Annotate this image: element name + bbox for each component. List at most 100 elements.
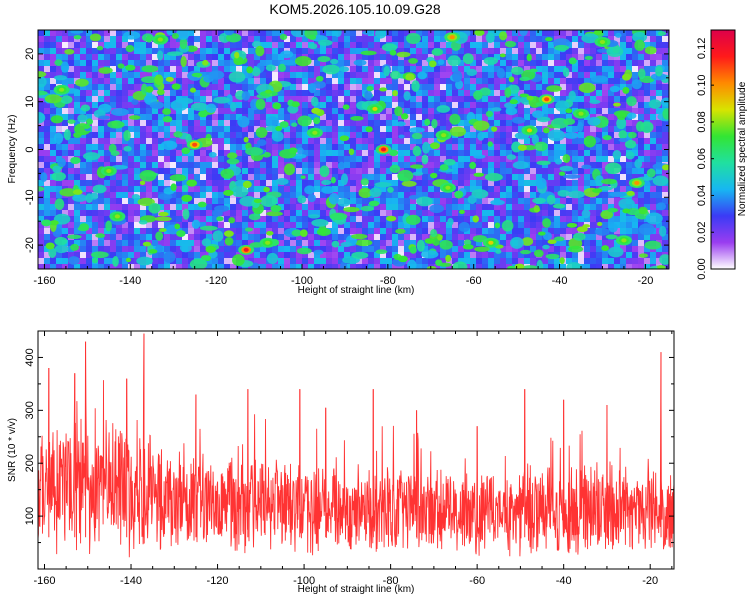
heatmap-cell [56, 186, 62, 192]
heatmap-cell [464, 192, 470, 198]
heatmap-cell [470, 60, 476, 66]
heatmap-cell [218, 48, 224, 54]
heatmap-cell [620, 162, 626, 168]
heatmap-cell [392, 240, 398, 246]
heatmap-cell [464, 216, 470, 222]
heatmap-cell [224, 156, 230, 162]
heatmap-cell [182, 126, 188, 132]
heatmap-cell [422, 30, 428, 36]
heatmap-cell [254, 36, 260, 42]
heatmap-cell [188, 114, 194, 120]
heatmap-cell [314, 252, 320, 258]
heatmap-blob [214, 205, 230, 213]
heatmap-cell [458, 198, 464, 204]
heatmap-cell [506, 78, 512, 84]
heatmap-cell [374, 228, 380, 234]
heatmap-blob [266, 252, 279, 264]
heatmap-cell [80, 66, 86, 72]
heatmap-cell [626, 216, 632, 222]
heatmap-cell [128, 198, 134, 204]
heatmap-cell [398, 138, 404, 144]
heatmap-cell [518, 60, 524, 66]
heatmap-blob [547, 239, 557, 245]
heatmap-cell [158, 108, 164, 114]
heatmap-cell [254, 78, 260, 84]
heatmap-blob [408, 58, 418, 64]
heatmap-blob [501, 220, 514, 232]
heatmap-cell [320, 96, 326, 102]
heatmap-blob [638, 206, 648, 215]
heatmap-cell [242, 84, 248, 90]
heatmap-blob [426, 266, 437, 269]
heatmap-cell [224, 144, 230, 150]
heatmap-cell [362, 72, 368, 78]
heatmap-cell [134, 144, 140, 150]
heatmap-cell [554, 126, 560, 132]
heatmap-cell [530, 36, 536, 42]
heatmap-cell [620, 66, 626, 72]
heatmap-blob [422, 141, 430, 154]
heatmap-peak [114, 214, 121, 219]
heatmap-cell [158, 132, 164, 138]
heatmap-cell [194, 42, 200, 48]
heatmap-cell [146, 132, 152, 138]
heatmap-cell [254, 126, 260, 132]
heatmap-cell [212, 156, 218, 162]
heatmap-cell [530, 240, 536, 246]
heatmap-cell [506, 72, 512, 78]
heatmap-cell [128, 210, 134, 216]
heatmap-cell [584, 114, 590, 120]
heatmap-cell [464, 186, 470, 192]
heatmap-cell [242, 240, 248, 246]
heatmap-cell [152, 114, 158, 120]
heatmap-cell [650, 144, 656, 150]
heatmap-cell [92, 240, 98, 246]
heatmap-cell [362, 168, 368, 174]
heatmap-cell [116, 198, 122, 204]
heatmap-cell [524, 102, 530, 108]
heatmap-cell [440, 174, 446, 180]
heatmap-cell [656, 60, 662, 66]
heatmap-cell [494, 66, 500, 72]
heatmap-cell [524, 108, 530, 114]
heatmap-cell [338, 138, 344, 144]
heatmap-blob [98, 115, 111, 120]
heatmap-cell [536, 246, 542, 252]
heatmap-cell [548, 78, 554, 84]
heatmap-cell [452, 66, 458, 72]
heatmap-cell [350, 222, 356, 228]
heatmap-cell [500, 210, 506, 216]
heatmap-cell [476, 198, 482, 204]
heatmap-cell [314, 156, 320, 162]
heatmap-cell [416, 96, 422, 102]
heatmap-cell [404, 252, 410, 258]
heatmap-blob [645, 212, 663, 225]
heatmap-cell [596, 234, 602, 240]
heatmap-blob [148, 203, 161, 214]
heatmap-cell [86, 138, 92, 144]
heatmap-cell [554, 54, 560, 60]
heatmap-cell [662, 246, 668, 252]
heatmap-cell [524, 60, 530, 66]
heatmap-cell [476, 222, 482, 228]
heatmap-cell [146, 252, 152, 258]
heatmap-cell [356, 144, 362, 150]
heatmap-cell [560, 240, 566, 246]
heatmap-cell [488, 258, 494, 264]
heatmap-cell [398, 198, 404, 204]
heatmap-cell [314, 42, 320, 48]
heatmap-cell [56, 252, 62, 258]
heatmap-cell [224, 186, 230, 192]
heatmap-blob [615, 32, 622, 38]
heatmap-cell [338, 192, 344, 198]
heatmap-cell [170, 48, 176, 54]
heatmap-cell [110, 36, 116, 42]
heatmap-cell [188, 30, 194, 36]
heatmap-cell [206, 90, 212, 96]
heatmap-cell [560, 180, 566, 186]
heatmap-cell [632, 60, 638, 66]
heatmap-cell [482, 228, 488, 234]
heatmap-cell [464, 180, 470, 186]
heatmap-cell [266, 132, 272, 138]
heatmap-cell [548, 168, 554, 174]
